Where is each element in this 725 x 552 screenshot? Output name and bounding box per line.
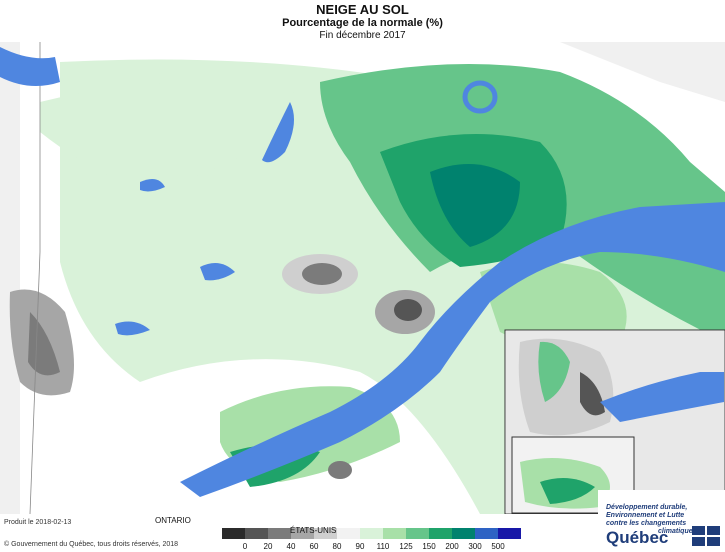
legend-swatch — [383, 528, 406, 539]
map-subtitle: Pourcentage de la normale (%) — [282, 17, 443, 29]
legend-swatch — [268, 528, 291, 539]
map-period: Fin décembre 2017 — [319, 30, 406, 41]
legend-tick-label: 200 — [445, 542, 459, 551]
legend-swatch — [406, 528, 429, 539]
legend-swatch — [360, 528, 383, 539]
legend-swatch — [475, 528, 498, 539]
map-title: NEIGE AU SOL — [316, 2, 409, 17]
quebec-wordmark: Québec — [606, 528, 669, 547]
legend-tick-label: 20 — [263, 542, 273, 551]
legend-tick-label: 80 — [332, 542, 342, 551]
legend-tick-label: 300 — [468, 542, 482, 551]
fleur-de-lys-icon — [692, 526, 720, 546]
legend-tick-label: 40 — [286, 542, 296, 551]
legend-tick-label: 90 — [355, 542, 365, 551]
ministry-line-4: climatiques — [658, 528, 697, 535]
legend-swatch — [245, 528, 268, 539]
legend-swatch — [314, 528, 337, 539]
legend-tick-label: 125 — [399, 542, 413, 551]
legend-swatch — [291, 528, 314, 539]
produced-date: Produit le 2018-02-13 — [4, 519, 72, 526]
legend-swatch — [337, 528, 360, 539]
snow-percentage-map — [0, 42, 725, 514]
legend-swatch — [452, 528, 475, 539]
legend-tick-label: 110 — [376, 542, 390, 551]
ministry-line-2: Environnement et Lutte — [606, 512, 685, 519]
legend-tick-label: 60 — [309, 542, 319, 551]
quebec-logo: Développement durable, Environnement et … — [598, 490, 725, 552]
legend-tick-label: 500 — [491, 542, 505, 551]
legend-swatch — [429, 528, 452, 539]
legend-swatch — [498, 528, 521, 539]
ministry-line-1: Développement durable, — [606, 504, 688, 511]
copyright: © Gouvernement du Québec, tous droits ré… — [4, 541, 179, 548]
legend-swatch — [222, 528, 245, 539]
ministry-line-3: contre les changements — [606, 520, 687, 527]
legend-tick-label: 150 — [422, 542, 436, 551]
ontario-label: ONTARIO — [155, 516, 191, 525]
legend-tick-label: 0 — [242, 542, 248, 551]
